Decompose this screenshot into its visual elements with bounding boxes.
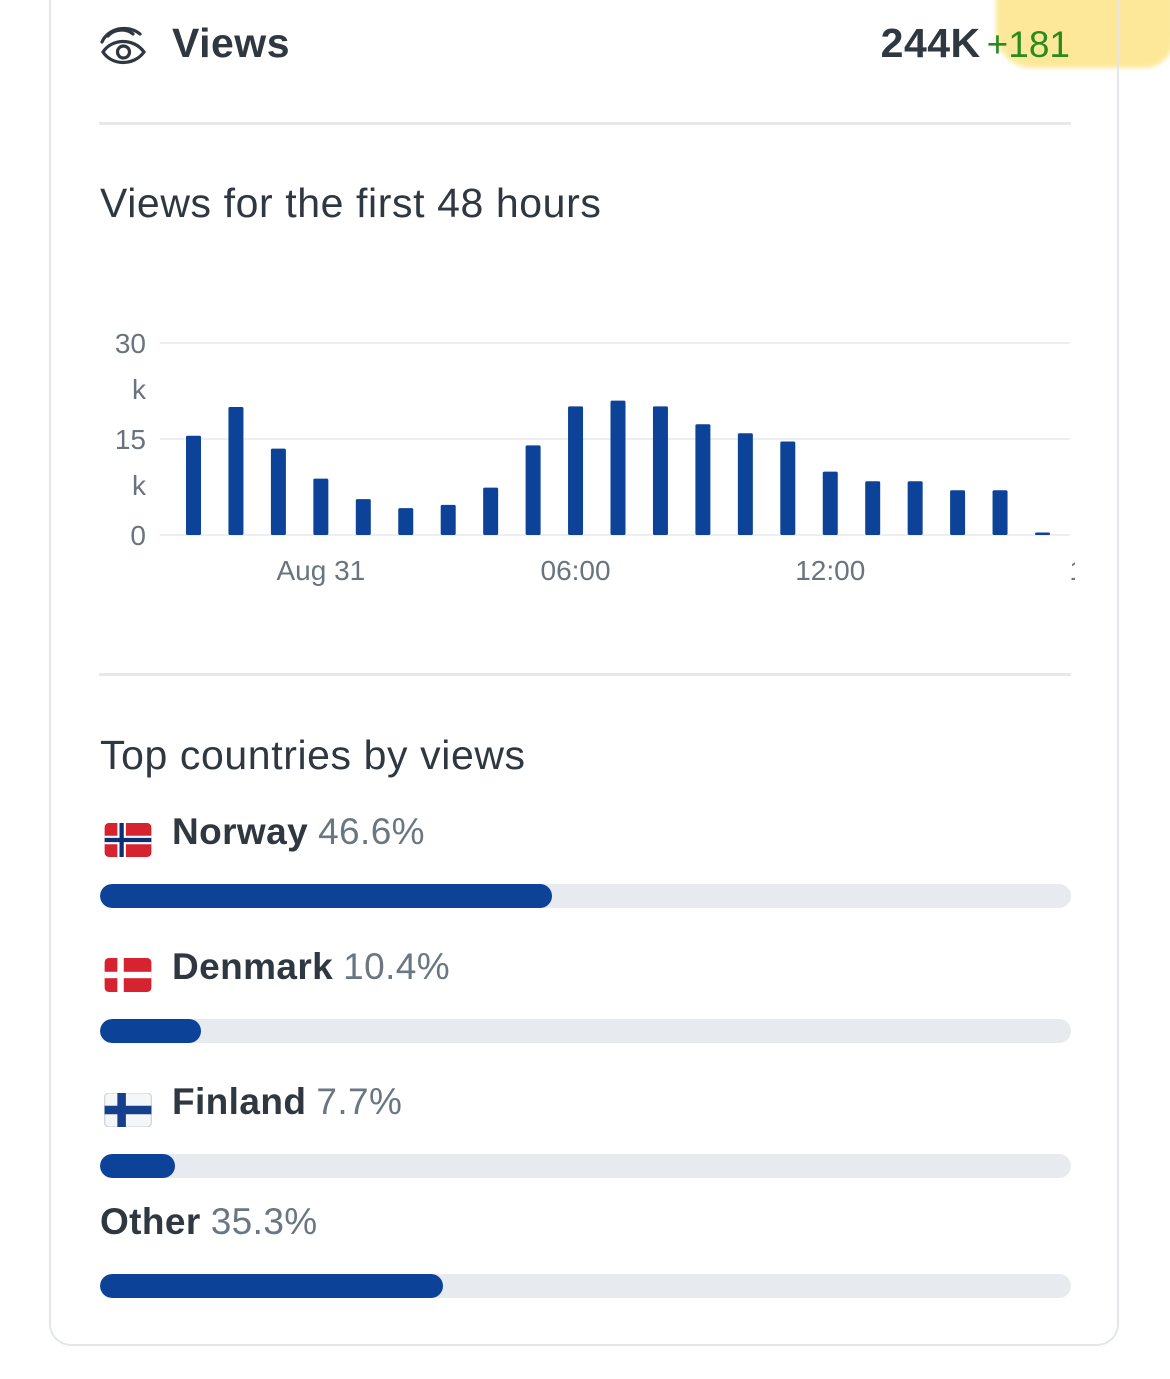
chart-bar (228, 407, 244, 535)
country-row-denmark: Denmark 10.4% (100, 946, 1072, 1076)
country-row-finland: Finland 7.7% (100, 1081, 1072, 1211)
norway-flag-icon (104, 823, 152, 857)
chart-bar (313, 478, 329, 535)
y-tick-label: k (132, 470, 147, 501)
country-progress-track (100, 1154, 1071, 1178)
x-tick-label: 06:00 (541, 555, 611, 586)
chart-bar (1035, 532, 1050, 535)
country-progress-fill (100, 1154, 175, 1178)
country-row-norway: Norway 46.6% (100, 811, 1072, 941)
country-progress-track (100, 1274, 1071, 1298)
chart-bar (270, 448, 286, 535)
views-header: Views 244K +181 (98, 18, 1070, 74)
country-progress-track (100, 884, 1071, 908)
eye-icon (100, 26, 146, 65)
country-label: Finland 7.7% (172, 1081, 403, 1122)
chart-bar (695, 424, 711, 535)
x-tick-label: 12:00 (795, 555, 865, 586)
chart-bar (398, 508, 414, 535)
marker-highlight (996, 0, 1170, 68)
y-tick-label: k (132, 374, 147, 405)
chart-bar (822, 471, 838, 535)
chart-bar (737, 433, 753, 535)
x-tick-label: Aug 31 (276, 555, 365, 586)
y-tick-label: 30 (115, 328, 146, 359)
country-progress-track (100, 1019, 1071, 1043)
x-tick-label: 18 (1069, 555, 1075, 586)
views-title: Views (172, 20, 290, 66)
country-progress-fill (100, 1274, 443, 1298)
y-tick-label: 0 (130, 520, 146, 551)
views-delta: +181 (986, 24, 1070, 65)
country-progress-fill (100, 1019, 201, 1043)
chart-bar (186, 435, 201, 535)
country-label: Denmark 10.4% (172, 946, 451, 987)
countries-title: Top countries by views (100, 732, 526, 778)
chart-bar (992, 490, 1008, 535)
chart-bar (568, 406, 584, 535)
views-bar-chart: 0 15 k 30 k Aug 31 06:00 12:00 18 (115, 328, 1075, 586)
country-label: Other 35.3% (100, 1201, 318, 1242)
chart-bar (355, 499, 371, 535)
chart-bar (440, 504, 456, 535)
chart-bar (907, 481, 923, 535)
views-card (49, 0, 1119, 1346)
divider-top (99, 122, 1071, 125)
country-row-other: Other 35.3% (100, 1201, 1072, 1331)
y-tick-label: 15 (115, 424, 146, 455)
chart-bar (610, 400, 626, 535)
divider-middle (99, 673, 1071, 676)
country-label: Norway 46.6% (172, 811, 425, 852)
chart-bar (483, 487, 499, 535)
chart-title: Views for the first 48 hours (100, 180, 602, 226)
chart-bar (652, 406, 668, 535)
chart-bar (780, 441, 796, 535)
finland-flag-icon (104, 1093, 152, 1127)
country-progress-fill (100, 884, 553, 908)
views-total: 244K (880, 20, 981, 66)
views-stat: 244K +181 (881, 20, 1070, 67)
denmark-flag-icon (104, 958, 152, 992)
chart-bar (950, 490, 966, 535)
chart-bar (865, 481, 881, 535)
chart-bar (525, 445, 541, 535)
